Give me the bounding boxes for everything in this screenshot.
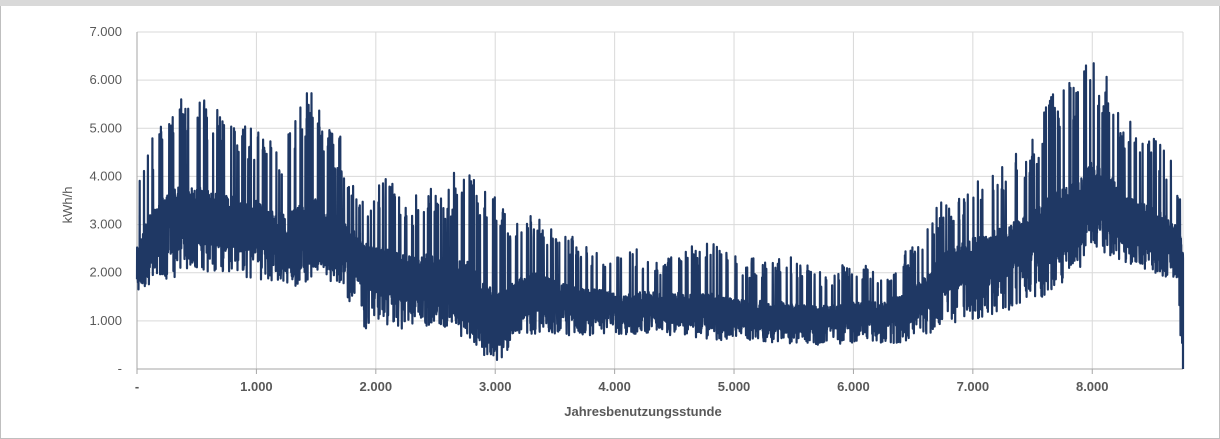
y-axis-label: kWh/h xyxy=(60,187,75,224)
x-tick-label: - xyxy=(135,379,139,394)
axes xyxy=(136,32,1183,374)
series-group xyxy=(135,62,1185,369)
x-tick-label: 5.000 xyxy=(718,379,751,394)
y-tick-label: 2.000 xyxy=(89,265,122,280)
load-series-line xyxy=(135,62,1185,369)
x-tick-label: 3.000 xyxy=(479,379,512,394)
x-tick-label: 1.000 xyxy=(240,379,273,394)
x-tick-label: 4.000 xyxy=(598,379,631,394)
y-tick-label: - xyxy=(118,361,122,376)
y-tick-label: 3.000 xyxy=(89,217,122,232)
y-tick-label: 1.000 xyxy=(89,313,122,328)
y-tick-label: 4.000 xyxy=(89,168,122,183)
x-tick-label: 8.000 xyxy=(1076,379,1109,394)
y-tick-label: 6.000 xyxy=(89,72,122,87)
y-tick-label: 7.000 xyxy=(89,24,122,39)
x-tick-label: 7.000 xyxy=(957,379,990,394)
top-strip xyxy=(0,0,1220,6)
y-tick-labels: - 1.000 2.000 3.000 4.000 5.000 6.000 7.000 xyxy=(89,24,122,376)
x-tick-label: 6.000 xyxy=(837,379,870,394)
x-axis-label: Jahresbenutzungsstunde xyxy=(564,404,721,419)
x-tick-label: 2.000 xyxy=(360,379,393,394)
x-tick-labels: - 1.000 2.000 3.000 4.000 5.000 6.000 7.000 8.00… xyxy=(135,379,1109,394)
y-tick-label: 5.000 xyxy=(89,120,122,135)
